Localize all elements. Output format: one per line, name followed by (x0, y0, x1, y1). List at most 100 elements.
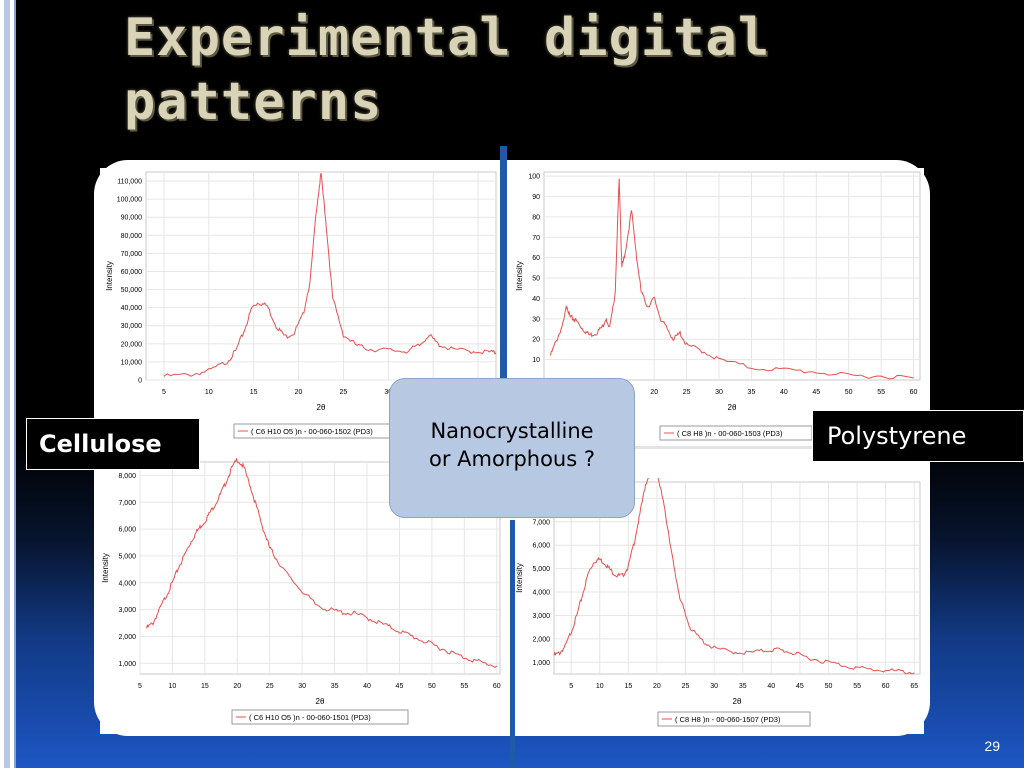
horizontal-divider (507, 446, 920, 449)
cellulose-amorphous-y-tick-label: 4,000 (118, 580, 136, 587)
cellulose-amorphous-x-tick-label: 10 (169, 683, 177, 690)
cellulose-amorphous-y-axis-label: Intensity (101, 553, 110, 583)
cellulose-crystalline-y-tick-label: 50,000 (121, 287, 143, 294)
polystyrene-crystalline-y-tick-label: 40 (532, 296, 540, 303)
cellulose-crystalline-y-tick-label: 70,000 (121, 251, 143, 258)
cellulose-crystalline-y-axis-label: Intensity (105, 261, 114, 291)
cellulose-amorphous-legend-label: ( C6 H10 O5 )n - 00-060-1501 (PD3) (249, 713, 371, 722)
polystyrene-crystalline-x-tick-label: 30 (715, 389, 723, 396)
cellulose-crystalline-x-tick-label: 20 (295, 389, 303, 396)
polystyrene-crystalline-y-tick-label: 70 (532, 235, 540, 242)
polystyrene-crystalline-series-line (550, 178, 914, 380)
cellulose-crystalline-x-axis-label: 2θ (317, 403, 326, 412)
polystyrene-amorphous-x-tick-label: 45 (796, 683, 804, 690)
polystyrene-crystalline-x-tick-label: 50 (845, 389, 853, 396)
cellulose-crystalline-y-tick-label: 10,000 (121, 359, 143, 366)
polystyrene-amorphous-legend-label: ( C8 H8 )n - 00-060-1507 (PD3) (675, 715, 781, 724)
cellulose-amorphous-x-tick-label: 45 (396, 683, 404, 690)
polystyrene-crystalline-x-tick-label: 20 (650, 389, 658, 396)
polystyrene-crystalline-plot-area (543, 171, 921, 381)
polystyrene-amorphous-y-tick-label: 1,000 (532, 660, 550, 667)
chart-cellulose-crystalline: 510152025303540010,00020,00030,00040,000… (100, 168, 500, 450)
polystyrene-crystalline-legend: ( C8 H8 )n - 00-060-1503 (PD3) (659, 425, 813, 441)
polystyrene-crystalline-y-axis-label: Intensity (515, 261, 524, 291)
callout-question: Nanocrystalline or Amorphous ? (389, 378, 635, 518)
cellulose-amorphous-x-tick-label: 30 (298, 683, 306, 690)
label-cellulose: Cellulose (26, 418, 200, 470)
left-edge-rule (0, 0, 24, 768)
polystyrene-amorphous-y-tick-label: 4,000 (532, 590, 550, 597)
polystyrene-amorphous-y-axis-label: Intensity (515, 563, 524, 593)
cellulose-crystalline-x-tick-label: 10 (205, 389, 213, 396)
polystyrene-crystalline-y-tick-label: 20 (532, 337, 540, 344)
polystyrene-amorphous-x-tick-label: 60 (882, 683, 890, 690)
cellulose-amorphous-y-tick-label: 5,000 (118, 553, 136, 560)
cellulose-amorphous-y-tick-label: 7,000 (118, 500, 136, 507)
vertical-divider-bottom (510, 520, 515, 768)
callout-line-2: or Amorphous ? (428, 447, 596, 471)
polystyrene-crystalline-legend-label: ( C8 H8 )n - 00-060-1503 (PD3) (677, 429, 783, 438)
chart-polystyrene-crystalline-svg: 20 25 30 35 40 45 50 55 60 10 20 30 40 50 60 70 80 90 100 2… (515, 171, 921, 441)
cellulose-amorphous-x-tick-label: 25 (266, 683, 274, 690)
polystyrene-crystalline-x-axis-label: 2θ (728, 403, 737, 412)
cellulose-crystalline-x-tick-label: 15 (250, 389, 258, 396)
polystyrene-amorphous-x-tick-label: 65 (910, 683, 918, 690)
polystyrene-crystalline-y-tick-label: 30 (532, 316, 540, 323)
cellulose-amorphous-x-tick-label: 55 (460, 683, 468, 690)
cellulose-amorphous-x-tick-label: 50 (428, 683, 436, 690)
cellulose-crystalline-x-tick-label: 30 (384, 389, 392, 396)
polystyrene-crystalline-y-tick-label: 80 (532, 214, 540, 221)
chart-cellulose-crystalline-svg: 510152025303540010,00020,00030,00040,000… (105, 171, 497, 439)
cellulose-amorphous-y-tick-label: 1,000 (118, 661, 136, 668)
polystyrene-amorphous-y-tick-label: 7,000 (532, 519, 550, 526)
polystyrene-crystalline-y-tick-label: 60 (532, 255, 540, 262)
slide-title-line-2: patterns (124, 72, 383, 132)
cellulose-crystalline-y-tick-label: 30,000 (121, 323, 143, 330)
polystyrene-crystalline-x-tick-label: 55 (877, 389, 885, 396)
polystyrene-amorphous-x-tick-label: 25 (682, 683, 690, 690)
polystyrene-amorphous-x-tick-label: 5 (569, 683, 573, 690)
polystyrene-amorphous-x-tick-label: 20 (653, 683, 661, 690)
cellulose-crystalline-x-tick-label: 5 (162, 389, 166, 396)
polystyrene-amorphous-legend: ( C8 H8 )n - 00-060-1507 (PD3) (657, 711, 811, 727)
cellulose-crystalline-y-tick-label: 110,000 (117, 179, 142, 186)
polystyrene-amorphous-x-tick-label: 15 (624, 683, 632, 690)
polystyrene-amorphous-x-tick-label: 50 (825, 683, 833, 690)
polystyrene-amorphous-x-axis-label: 2θ (733, 697, 742, 706)
cellulose-amorphous-x-tick-label: 20 (233, 683, 241, 690)
slide-title-line-1: Experimental digital (124, 8, 771, 68)
cellulose-crystalline-y-tick-label: 0 (138, 378, 142, 385)
cellulose-amorphous-x-tick-label: 5 (138, 683, 142, 690)
polystyrene-amorphous-y-tick-label: 3,000 (532, 613, 550, 620)
polystyrene-crystalline-x-tick-label: 40 (780, 389, 788, 396)
polystyrene-amorphous-x-tick-label: 10 (596, 683, 604, 690)
polystyrene-crystalline-y-tick-label: 50 (532, 276, 540, 283)
vertical-divider-top (500, 146, 507, 392)
polystyrene-amorphous-legend-box (657, 711, 811, 727)
label-polystyrene: Polystyrene (812, 410, 1024, 462)
polystyrene-crystalline-x-tick-label: 25 (683, 389, 691, 396)
polystyrene-crystalline-x-tick-label: 60 (910, 389, 918, 396)
polystyrene-crystalline-y-tick-label: 90 (532, 194, 540, 201)
cellulose-crystalline-y-tick-label: 60,000 (121, 269, 143, 276)
callout-line-1: Nanocrystalline (430, 419, 594, 443)
polystyrene-amorphous-x-tick-label: 55 (853, 683, 861, 690)
cellulose-amorphous-y-tick-label: 6,000 (118, 527, 136, 534)
polystyrene-amorphous-x-tick-label: 35 (739, 683, 747, 690)
cellulose-crystalline-y-tick-label: 80,000 (121, 233, 143, 240)
chart-polystyrene-amorphous: 5 10 15 20 25 30 35 40 45 50 55 60 65 1,000 2,000 3,000… (514, 478, 924, 734)
cellulose-crystalline-y-tick-label: 40,000 (121, 305, 143, 312)
cellulose-amorphous-y-tick-label: 8,000 (118, 473, 136, 480)
cellulose-amorphous-x-tick-label: 15 (201, 683, 209, 690)
cellulose-amorphous-x-axis-label: 2θ (316, 697, 325, 706)
cellulose-amorphous-x-tick-label: 40 (363, 683, 371, 690)
cellulose-amorphous-y-tick-label: 2,000 (118, 634, 136, 641)
cellulose-crystalline-x-tick-label: 25 (340, 389, 348, 396)
polystyrene-crystalline-x-tick-label: 35 (748, 389, 756, 396)
cellulose-amorphous-x-tick-label: 60 (493, 683, 501, 690)
cellulose-crystalline-y-tick-label: 90,000 (121, 215, 143, 222)
polystyrene-amorphous-x-tick-label: 40 (767, 683, 775, 690)
polystyrene-amorphous-y-tick-label: 6,000 (532, 543, 550, 550)
polystyrene-crystalline-x-tick-label: 45 (812, 389, 820, 396)
cellulose-amorphous-y-tick-label: 3,000 (118, 607, 136, 614)
